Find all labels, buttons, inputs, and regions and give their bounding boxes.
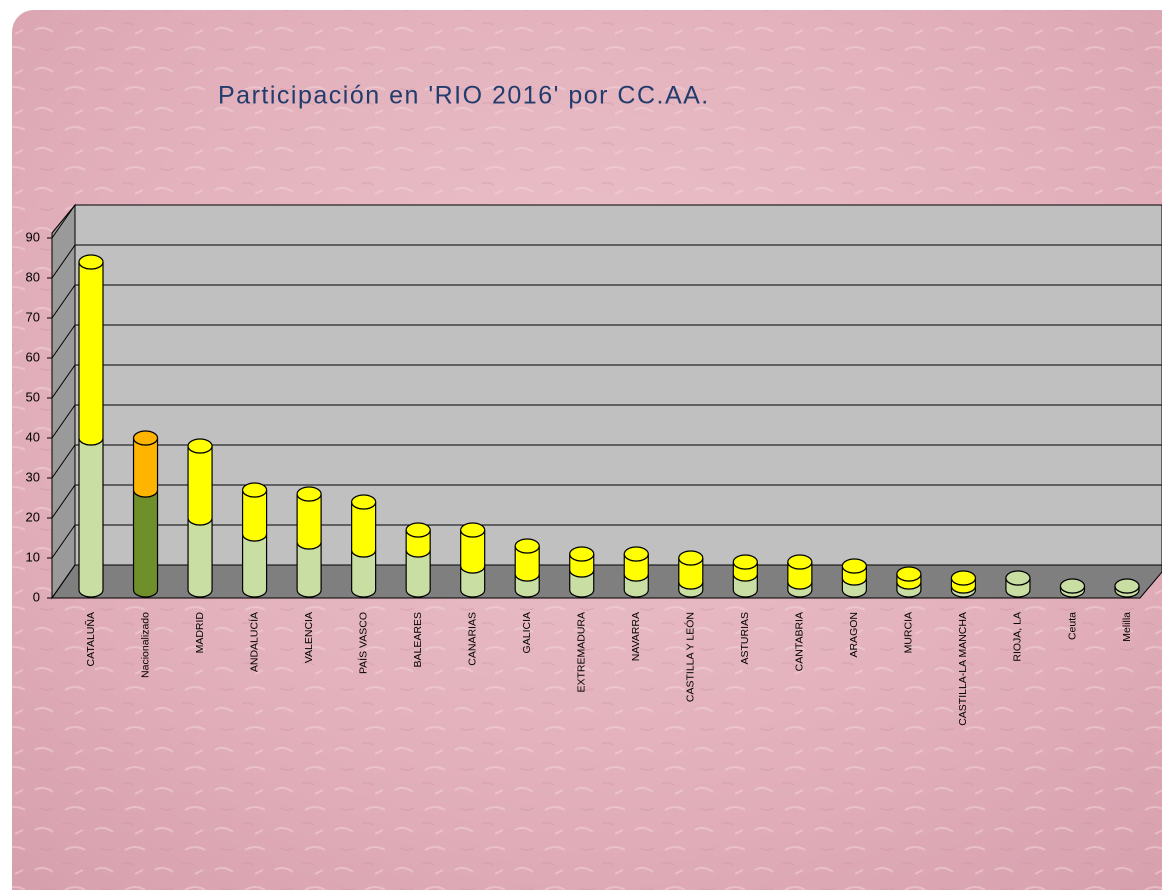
x-tick-label: CASTILLA Y LEÓN bbox=[684, 612, 697, 702]
y-tick-label: 60 bbox=[26, 349, 40, 364]
y-tick-label: 20 bbox=[26, 509, 40, 524]
x-tick-label: ANDALUCÍA bbox=[247, 612, 260, 672]
cylinder-segment bbox=[296, 493, 322, 550]
back-wall bbox=[74, 204, 1162, 566]
cylinder-segment bbox=[241, 489, 268, 542]
x-tick-label: CATALUÑA bbox=[84, 612, 97, 666]
cylinder-cap bbox=[1005, 570, 1031, 586]
y-tick-label: 40 bbox=[26, 429, 40, 444]
floor bbox=[51, 564, 1162, 599]
side-wall bbox=[51, 203, 76, 600]
cylinder-segment bbox=[241, 533, 268, 598]
cylinder-segment bbox=[78, 437, 104, 598]
cylinder-cap bbox=[187, 438, 213, 454]
grid-line-side bbox=[51, 244, 76, 279]
grid-line-side bbox=[51, 284, 76, 319]
y-tick-label: 70 bbox=[26, 309, 40, 324]
x-tick-label: VALENCIA bbox=[303, 612, 315, 663]
cylinder-cap bbox=[241, 482, 268, 498]
cylinder-segment bbox=[132, 437, 159, 498]
cylinder-cap bbox=[405, 522, 431, 538]
x-tick-label: CANTABRIA bbox=[794, 612, 806, 671]
x-tick-label: Melilla bbox=[1121, 612, 1133, 642]
cylinder-cap bbox=[732, 554, 758, 570]
x-tick-label: MURCIA bbox=[903, 612, 915, 653]
cylinder-cap bbox=[787, 554, 813, 570]
x-tick-label: CASTILLA-LA MANCHA bbox=[957, 612, 969, 726]
cylinder-cap bbox=[841, 558, 867, 574]
x-tick-label: GALICIA bbox=[521, 612, 533, 653]
x-tick-label: CANARIAS bbox=[466, 612, 478, 666]
cylinder-cap bbox=[296, 486, 322, 502]
cylinder-cap bbox=[1059, 578, 1086, 594]
y-tick-label: 10 bbox=[26, 549, 40, 564]
plot-area bbox=[51, 203, 1162, 600]
y-tick-label: 90 bbox=[26, 229, 40, 244]
grid-line-side bbox=[51, 484, 76, 519]
x-tick-label: Nacionalizado bbox=[139, 612, 151, 678]
grid-line-side bbox=[51, 404, 76, 439]
x-tick-label: Ceuta bbox=[1066, 612, 1078, 640]
grid-line-side bbox=[51, 524, 76, 559]
grid-line-side bbox=[51, 324, 76, 359]
cylinder-cap bbox=[1114, 578, 1140, 594]
cylinder-cap bbox=[678, 550, 704, 566]
x-tick-label: RIOJA, LA bbox=[1012, 612, 1024, 662]
x-tick-label: EXTREMADURA bbox=[576, 612, 588, 693]
chart-title: Participación en 'RIO 2016' por CC.AA. bbox=[218, 82, 710, 110]
grid-line-side bbox=[51, 364, 76, 399]
cylinder-cap bbox=[569, 546, 595, 562]
cylinder-cap bbox=[896, 566, 922, 582]
cylinder-cap bbox=[514, 538, 540, 554]
x-tick-label: ARAGON bbox=[848, 612, 860, 658]
y-tick-label: 50 bbox=[26, 389, 40, 404]
cylinder-cap bbox=[623, 546, 649, 562]
y-tick-label: 0 bbox=[33, 589, 40, 604]
x-tick-label: NAVARRA bbox=[630, 612, 642, 661]
cylinder-segment bbox=[78, 261, 104, 446]
y-tick-label: 80 bbox=[26, 269, 40, 284]
cylinder-segment bbox=[132, 489, 159, 598]
grid-line-side bbox=[51, 204, 76, 239]
grid-line-side bbox=[51, 564, 76, 599]
x-tick-label: PAÍS VASCO bbox=[356, 612, 369, 674]
cylinder-cap bbox=[78, 254, 104, 270]
cylinder-segment bbox=[296, 541, 322, 598]
cylinder-segment bbox=[187, 517, 213, 598]
x-tick-label: BALEARES bbox=[412, 612, 424, 667]
cylinder-cap bbox=[132, 430, 159, 446]
cylinder-segment bbox=[187, 445, 213, 526]
cylinder-segment bbox=[351, 501, 377, 558]
cylinder-cap bbox=[460, 522, 486, 538]
x-tick-label: MADRID bbox=[194, 612, 206, 654]
grid-line-side bbox=[51, 444, 76, 479]
cylinder-cap bbox=[351, 494, 377, 510]
cylinder-cap bbox=[950, 570, 977, 586]
x-tick-label: ASTURIAS bbox=[739, 612, 751, 665]
y-tick-label: 30 bbox=[26, 469, 40, 484]
